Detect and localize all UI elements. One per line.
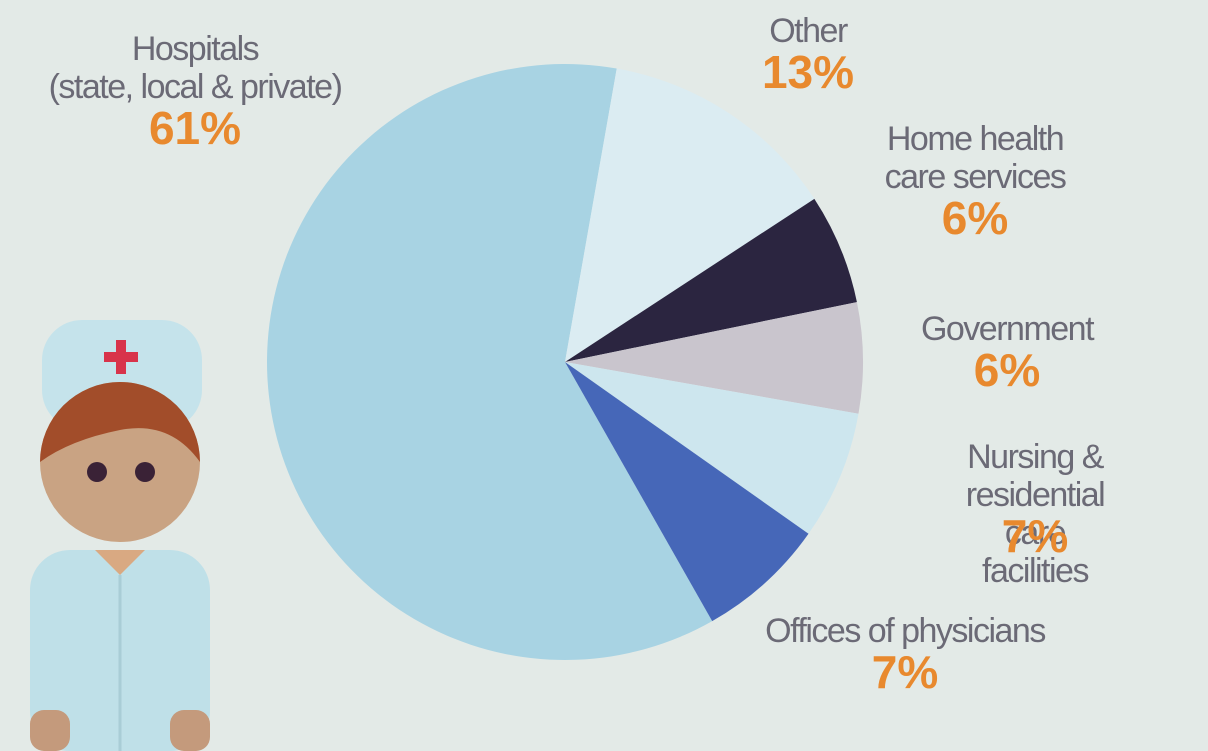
- slice-label: Offices of physicians: [765, 612, 1046, 650]
- pie-slice: [565, 68, 815, 363]
- slice-value-label: 13%: [761, 46, 855, 98]
- slice-label: Nursing & residential care facilities: [965, 438, 1106, 590]
- slice-value-label: 6%: [973, 344, 1041, 396]
- pie-slice: [565, 362, 809, 622]
- pie-slice: [267, 63, 713, 661]
- pie-slice: [565, 198, 857, 362]
- slice-value-label: 7%: [1001, 510, 1069, 562]
- slice-label: Other: [769, 12, 848, 50]
- slice-value-label: 6%: [941, 192, 1009, 244]
- nurse-illustration: [30, 320, 210, 751]
- slice-value-label: 61%: [148, 102, 242, 154]
- slice-label: Home health care services: [884, 120, 1067, 196]
- pie: [267, 63, 863, 661]
- slice-label: Hospitals (state, local & private): [48, 30, 343, 106]
- slice-value-label: 7%: [871, 646, 939, 698]
- pie-slice: [565, 302, 863, 414]
- pie-slice: [565, 362, 859, 534]
- slice-label: Government: [920, 310, 1095, 348]
